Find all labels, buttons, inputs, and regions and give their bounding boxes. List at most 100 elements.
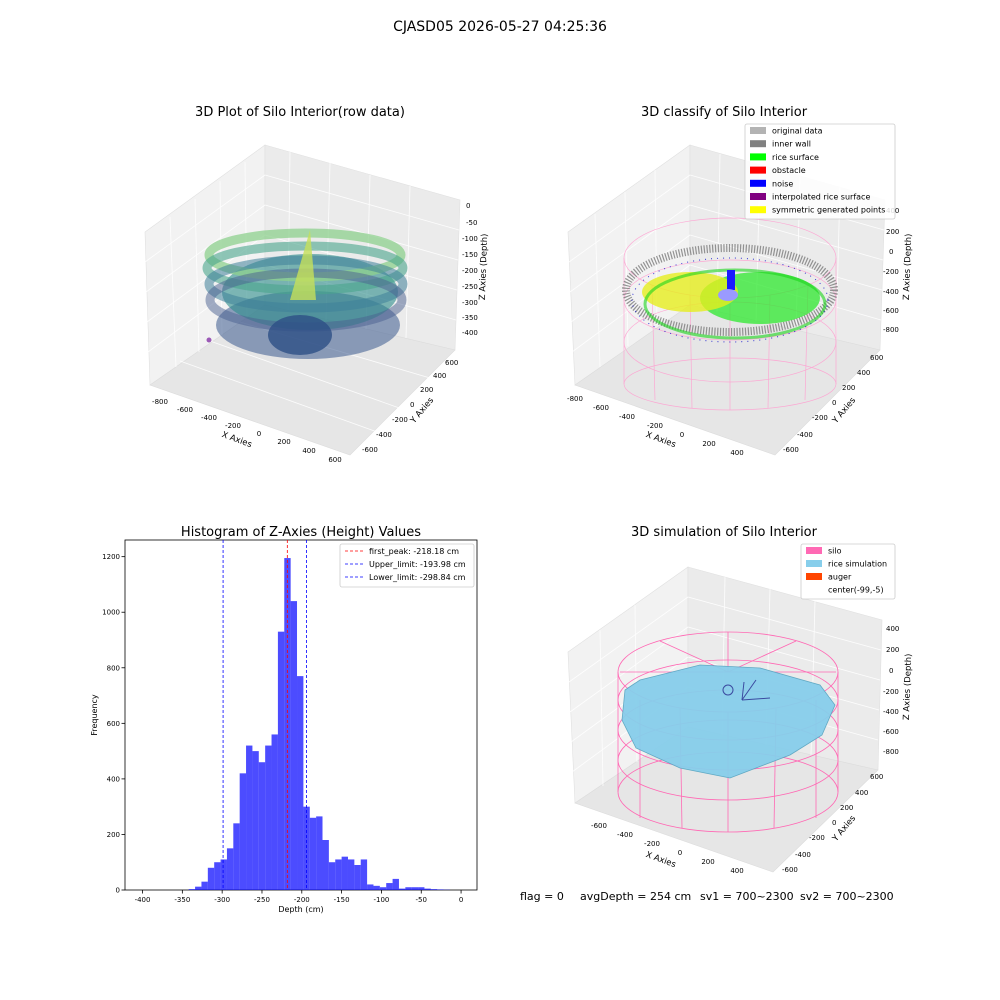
histogram-vlines <box>222 540 307 890</box>
simulation-x-tick: 200 <box>701 858 714 866</box>
simulation-x-label: X Axies <box>644 850 677 870</box>
classify-y-tick: -600 <box>783 446 799 454</box>
simulation-z-tick: 400 <box>886 625 899 633</box>
histogram-legend-label: Upper_limit: -193.98 cm <box>369 560 466 569</box>
histogram-y-tick-label: 1000 <box>102 609 120 617</box>
histogram-y-tick-label: 400 <box>107 775 120 783</box>
raw-x-label: X Axies <box>220 430 253 450</box>
figure-suptitle: CJASD05 2026-05-27 04:25:36 <box>393 19 607 35</box>
histogram-bar <box>386 883 393 890</box>
classify-z-tick: 0 <box>889 248 893 256</box>
histogram-bar <box>201 881 208 890</box>
histogram-bar <box>252 751 259 890</box>
simulation-y-tick: 600 <box>870 773 883 781</box>
raw-z-tick: -300 <box>462 299 478 307</box>
simulation-z-tick: 0 <box>889 667 893 675</box>
raw-y-tick: -600 <box>362 446 378 454</box>
raw-y-label: Y Axies <box>408 395 436 426</box>
classify-z-tick: -800 <box>883 326 899 334</box>
raw-x-tick: 400 <box>302 447 315 455</box>
histogram-y-tick-label: 800 <box>107 664 120 672</box>
simulation-y-ticks: -600 -400 -200 0 200 400 600 <box>782 773 883 874</box>
panel-classify-3d: 3D classify of Silo Interior <box>567 105 914 457</box>
histogram-x-tick-label: -250 <box>254 896 270 904</box>
raw-z-tick: -350 <box>462 314 478 322</box>
raw-x-tick: 600 <box>328 456 341 464</box>
classify-y-tick: -200 <box>812 414 828 422</box>
histogram-bar <box>265 745 272 890</box>
simulation-legend-frame <box>800 543 896 600</box>
simulation-y-tick: -200 <box>809 834 825 842</box>
histogram-x-ticks: -400 -350 -300 -250 -200 -150 -100 -50 0 <box>135 890 463 904</box>
histogram-bar <box>233 823 240 890</box>
histogram-x-tick-label: 0 <box>459 896 463 904</box>
histogram-x-tick-label: -150 <box>334 896 350 904</box>
histogram-x-tick-label: -300 <box>214 896 230 904</box>
classify-x-tick: 0 <box>680 431 684 439</box>
histogram-x-tick-label: -400 <box>135 896 151 904</box>
classify-grid <box>568 153 885 368</box>
legend-swatch <box>750 127 766 134</box>
histogram-bar <box>373 885 380 890</box>
histogram-bar <box>398 888 406 890</box>
raw-z-tick: -200 <box>462 267 478 275</box>
simulation-z-label: Z Axies (Depth) <box>902 653 914 720</box>
histogram-bar <box>277 631 285 890</box>
legend-swatch <box>750 193 766 200</box>
raw-y-tick: 200 <box>420 386 433 394</box>
classify-x-tick: -400 <box>619 413 635 421</box>
simulation-legend-items: silo rice simulation auger center(-99,-5) <box>806 547 887 595</box>
classify-y-tick: -400 <box>797 431 813 439</box>
simulation-x-tick: -200 <box>644 840 660 848</box>
simulation-y-tick: -400 <box>795 851 811 859</box>
raw-y-tick: 0 <box>410 401 414 409</box>
legend-label: auger <box>828 573 852 582</box>
legend-swatch <box>750 140 766 148</box>
histogram-bar <box>322 840 329 890</box>
histogram-bar <box>214 862 221 890</box>
panel-simulation-3d: 3D simulation of Silo Interior <box>567 525 914 875</box>
histogram-bar <box>437 889 444 890</box>
simulation-x-tick: -600 <box>591 822 607 830</box>
simulation-z-tick: -200 <box>883 688 899 696</box>
simulation-x-ticks: -600 -400 -200 0 200 400 <box>591 822 744 875</box>
histogram-bar <box>271 734 278 890</box>
histogram-bar <box>367 884 374 890</box>
raw-z-tick: -250 <box>462 283 478 291</box>
histogram-bar <box>239 773 247 890</box>
simulation-y-tick: 0 <box>832 819 836 827</box>
histogram-y-tick-label: 0 <box>116 887 120 895</box>
classify-x-ticks: -800 -600 -400 -200 0 200 400 <box>567 395 744 457</box>
classify-z-tick: -400 <box>883 288 899 296</box>
raw-x-tick: -800 <box>152 398 168 406</box>
legend-swatch <box>750 206 766 214</box>
histogram-bar <box>418 887 425 890</box>
histogram-legend-label: first_peak: -218.18 cm <box>369 547 459 556</box>
panel-raw-title: 3D Plot of Silo Interior(row data) <box>195 105 405 120</box>
histogram-bar <box>424 888 431 890</box>
histogram-bar <box>379 887 387 890</box>
classify-y-tick: 200 <box>842 384 855 392</box>
legend-label: symmetric generated points <box>772 206 885 215</box>
simulation-y-tick: 400 <box>855 789 868 797</box>
histogram-bar <box>195 886 202 890</box>
simulation-z-ticks: 400 200 0 -200 -400 -600 -800 <box>883 625 899 756</box>
histogram-bar <box>284 558 291 890</box>
legend-swatch <box>806 547 822 554</box>
legend-label: rice surface <box>772 153 819 162</box>
status-avg-depth: avgDepth = 254 cm <box>580 890 691 903</box>
simulation-y-label: Y Axies <box>830 813 858 844</box>
histogram-y-tick-label: 600 <box>107 720 120 728</box>
legend-label: noise <box>772 179 793 188</box>
histogram-y-ticks: 0 200 400 600 800 1000 1200 <box>102 553 125 895</box>
histogram-x-tick-label: -350 <box>174 896 190 904</box>
histogram-y-tick-label: 200 <box>107 831 120 839</box>
raw-z-label: Z Axies (Depth) <box>478 233 490 300</box>
legend-label: inner wall <box>772 140 811 149</box>
raw-z-ticks: 0 -50 -100 -150 -200 -250 -300 -350 -400 <box>462 202 478 337</box>
histogram-bar <box>226 848 234 890</box>
histogram-bar <box>411 887 419 890</box>
simulation-y-tick: -600 <box>782 866 798 874</box>
classify-z-tick: -600 <box>883 307 899 315</box>
panel-histogram: Histogram of Z-Axies (Height) Values -40… <box>90 525 478 914</box>
